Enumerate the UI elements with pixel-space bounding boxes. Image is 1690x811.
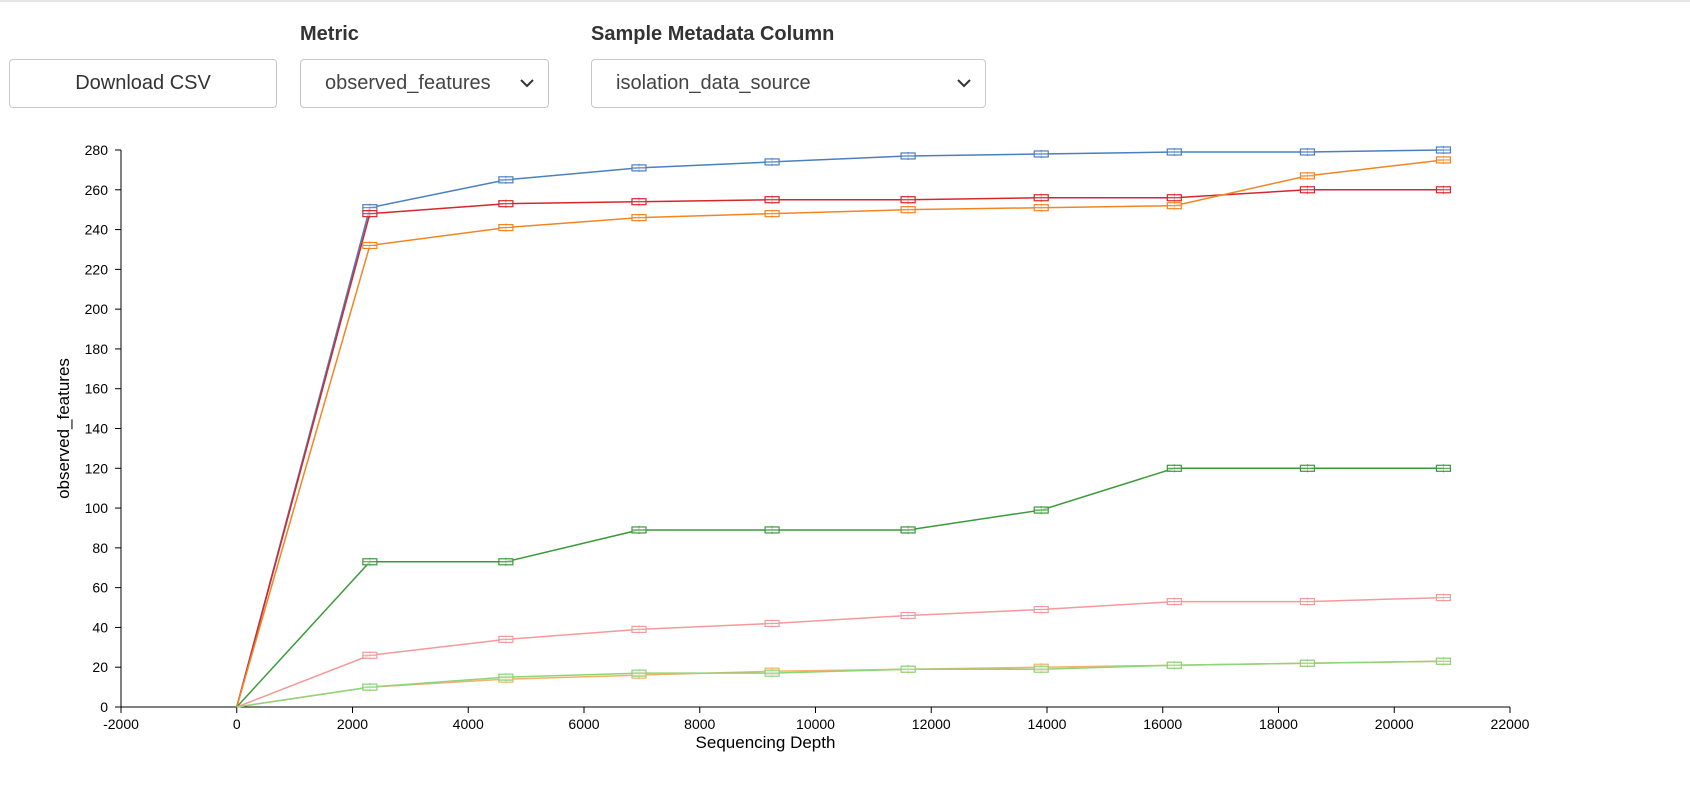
y-axis-title: observed_features	[54, 358, 73, 499]
y-tick-label: 80	[92, 540, 108, 556]
series-6	[236, 657, 1452, 708]
y-tick-label: 140	[85, 421, 109, 437]
metadata-column-select[interactable]: isolation_data_source	[591, 59, 986, 108]
y-tick-label: 260	[85, 182, 109, 198]
series-line	[236, 596, 1444, 708]
x-tick-label: 10000	[796, 716, 835, 732]
series-0	[236, 146, 1452, 708]
y-tick-label: 120	[85, 460, 109, 476]
series-3	[236, 464, 1452, 708]
metadata-column-label: Sample Metadata Column	[591, 23, 835, 45]
x-tick-label: 18000	[1259, 716, 1298, 732]
metric-select[interactable]: observed_features	[300, 59, 549, 108]
x-tick-label: 20000	[1375, 716, 1414, 732]
x-axis-title: Sequencing Depth	[696, 733, 836, 752]
y-tick-label: 40	[92, 619, 108, 635]
y-tick-label: 0	[100, 699, 108, 715]
y-tick-label: 20	[92, 659, 108, 675]
series-line	[236, 467, 1444, 708]
x-tick-label: 6000	[568, 716, 599, 732]
metric-select-value: observed_features	[325, 72, 491, 94]
chart-axes: -2000 0 2000 4000 6000 8000 10000 12000 14000 160…	[85, 142, 1530, 732]
y-tick-label: 220	[85, 261, 109, 277]
download-csv-button[interactable]: Download CSV	[9, 59, 277, 108]
y-tick-label: 240	[85, 222, 109, 238]
series-line	[236, 660, 1444, 708]
y-tick-label: 60	[92, 580, 108, 596]
y-tick-label: 100	[85, 500, 109, 516]
y-tick-label: 160	[85, 381, 109, 397]
metadata-column-select-value: isolation_data_source	[616, 72, 811, 94]
top-border	[0, 0, 1690, 2]
series-2	[236, 155, 1452, 708]
chart-series	[236, 146, 1452, 708]
series-line	[236, 189, 1444, 708]
x-tick-label: 22000	[1491, 716, 1530, 732]
series-line	[236, 149, 1444, 708]
x-tick-label: 12000	[912, 716, 951, 732]
rarefaction-chart: -2000 0 2000 4000 6000 8000 10000 12000 14000 160…	[54, 142, 1530, 752]
x-tick-label: 4000	[453, 716, 484, 732]
y-tick-label: 180	[85, 341, 109, 357]
x-tick-label: 14000	[1028, 716, 1067, 732]
series-line	[236, 159, 1444, 708]
x-tick-label: 8000	[684, 716, 715, 732]
x-tick-label: -2000	[103, 716, 139, 732]
series-1	[236, 185, 1452, 708]
x-tick-label: 16000	[1143, 716, 1182, 732]
y-tick-label: 280	[85, 142, 109, 158]
chevron-down-icon	[957, 79, 971, 88]
y-tick-label: 200	[85, 301, 109, 317]
series-5	[236, 657, 1452, 708]
series-4	[236, 593, 1452, 708]
x-tick-label: 2000	[337, 716, 368, 732]
metric-label: Metric	[300, 23, 359, 45]
x-tick-label: 0	[233, 716, 241, 732]
chevron-down-icon	[520, 79, 534, 88]
